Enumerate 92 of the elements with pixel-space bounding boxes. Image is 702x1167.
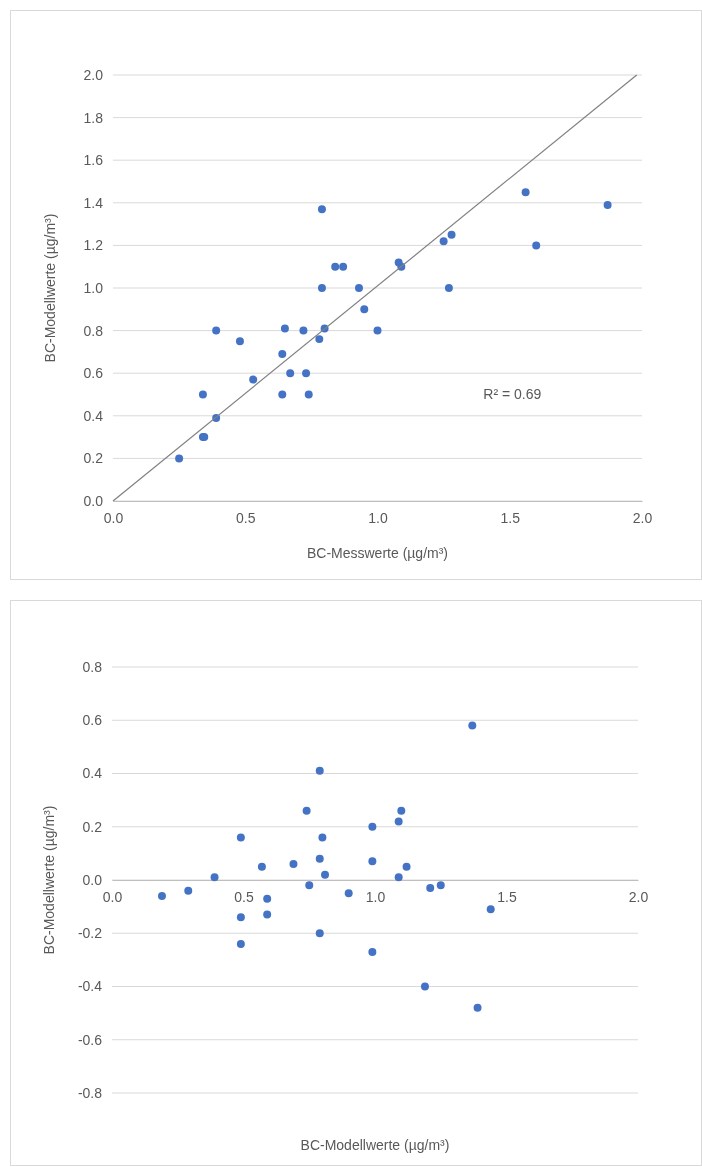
point	[368, 947, 377, 956]
point	[212, 326, 221, 335]
y-tick-label: 0.6	[83, 365, 104, 382]
point	[447, 230, 456, 239]
y-tick-label: 0.6	[82, 712, 103, 729]
point	[468, 721, 477, 730]
point	[305, 881, 314, 890]
point	[175, 454, 184, 463]
y-tick-label: 0.8	[83, 322, 104, 339]
x-tick-label: 1.0	[368, 509, 388, 526]
point	[263, 910, 272, 919]
y-tick-label: 0.8	[82, 658, 103, 675]
x-tick-label: 0.5	[236, 509, 256, 526]
x-axis-title: BC-Modellwerte (µg/m³)	[300, 1137, 450, 1153]
point	[521, 188, 530, 197]
point	[157, 891, 166, 900]
point	[249, 375, 258, 384]
point	[394, 817, 403, 826]
point	[317, 205, 326, 214]
x-tick-label: 2.0	[632, 509, 653, 526]
point	[439, 237, 448, 246]
point	[368, 822, 377, 831]
point	[318, 833, 327, 842]
y-tick-label: 1.2	[83, 237, 104, 254]
x-tick-label: 1.5	[497, 888, 517, 905]
point	[368, 857, 377, 866]
point	[344, 889, 353, 898]
point	[184, 886, 193, 895]
point	[280, 324, 289, 333]
point	[360, 305, 369, 314]
point	[302, 806, 311, 815]
point	[263, 894, 272, 903]
y-tick-label: 2.0	[83, 66, 104, 83]
y-tick-label: 1.6	[83, 152, 104, 169]
x-tick-label: 1.0	[365, 888, 386, 905]
y-tick-label: 0.2	[83, 450, 104, 467]
y-tick-label: 0.0	[82, 871, 103, 888]
point	[420, 982, 429, 991]
y-axis-title: BC-Modellwerte (µg/m³)	[42, 213, 58, 363]
point	[236, 913, 245, 922]
point	[397, 806, 406, 815]
point	[394, 873, 403, 882]
annotation: R² = 0.69	[483, 385, 542, 402]
point	[321, 870, 330, 879]
point	[402, 862, 411, 871]
point	[278, 390, 287, 399]
x-tick-label: 0.5	[234, 888, 254, 905]
x-tick-label: 2.0	[628, 888, 649, 905]
y-tick-label: 0.4	[83, 407, 104, 424]
point	[236, 939, 245, 948]
point	[317, 284, 326, 292]
point	[286, 369, 295, 378]
point	[355, 284, 363, 292]
point	[473, 1003, 482, 1012]
y-tick-label: -0.2	[77, 925, 103, 942]
y-tick-label: 0.4	[82, 765, 103, 782]
y-tick-label: -0.6	[77, 1031, 103, 1048]
point	[210, 873, 219, 882]
point	[339, 262, 348, 271]
y-tick-label: 1.4	[83, 194, 104, 211]
x-tick-label: 0.0	[102, 888, 123, 905]
point	[278, 350, 287, 359]
point	[373, 326, 382, 335]
point	[532, 241, 541, 250]
y-tick-label: 0.2	[82, 818, 103, 835]
point	[486, 905, 495, 914]
x-tick-label: 1.5	[500, 509, 521, 526]
point	[289, 860, 298, 869]
point	[315, 854, 324, 863]
point	[198, 390, 207, 399]
point	[236, 833, 245, 842]
y-tick-label: 1.8	[83, 109, 104, 126]
y-tick-label: 1.0	[83, 279, 104, 296]
y-tick-label: 0.0	[83, 492, 104, 509]
point	[315, 335, 324, 344]
x-axis-title: BC-Messwerte (µg/m³)	[306, 545, 449, 561]
y-axis-title: BC-Modellwerte (µg/m³)	[41, 805, 57, 955]
point	[436, 881, 445, 890]
point	[299, 326, 308, 335]
x-tick-label: 0.0	[103, 509, 124, 526]
point	[315, 929, 324, 938]
y-tick-label: -0.4	[77, 978, 103, 995]
point	[304, 390, 313, 399]
point	[603, 200, 612, 209]
point	[235, 337, 244, 346]
y-tick-label: -0.8	[77, 1084, 103, 1101]
point	[315, 766, 324, 775]
point	[257, 862, 266, 871]
point	[302, 369, 311, 378]
point	[444, 284, 453, 292]
point	[331, 262, 340, 271]
point	[426, 884, 435, 892]
